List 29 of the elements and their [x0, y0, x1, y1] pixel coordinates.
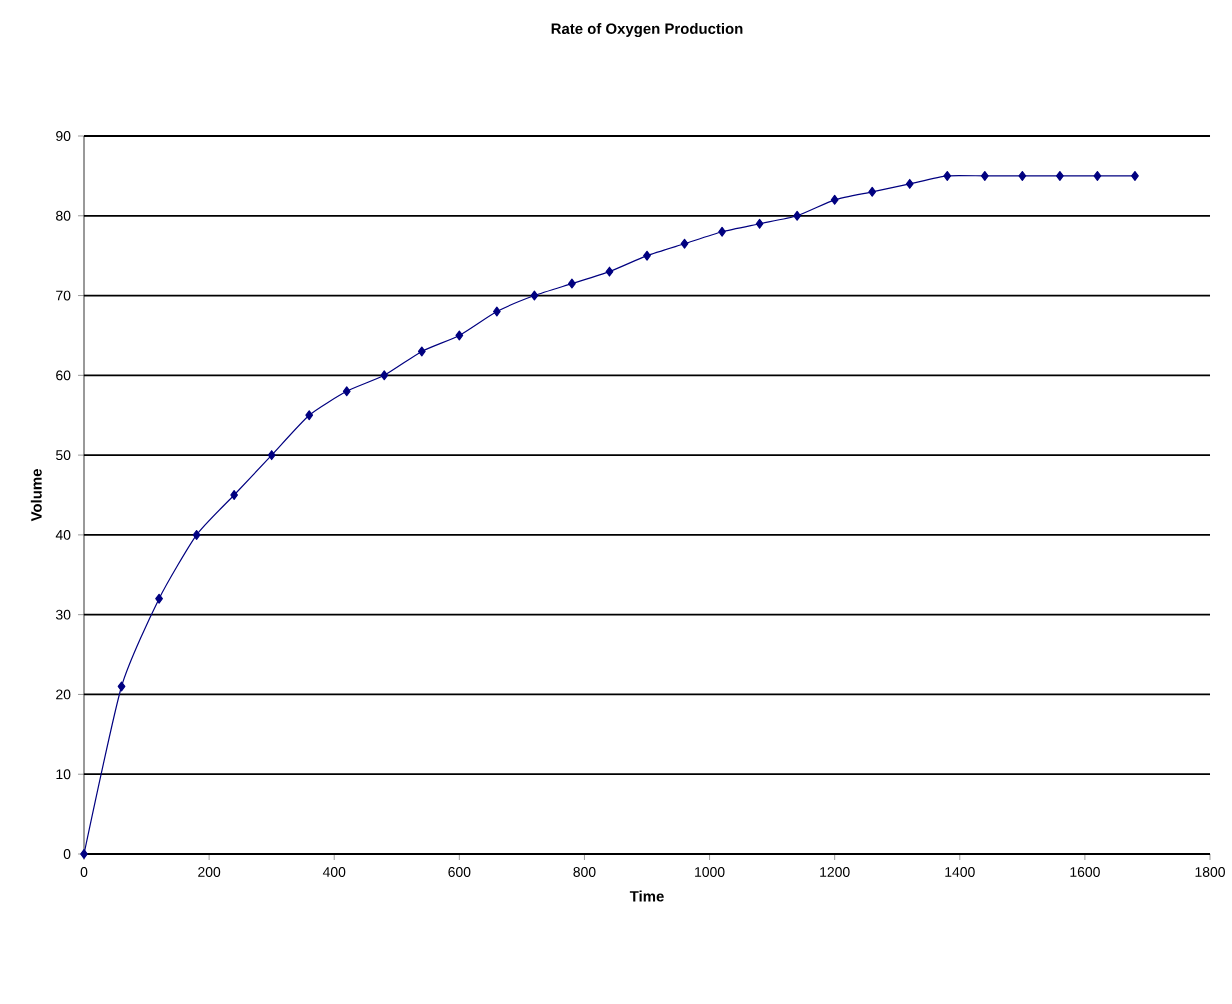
- point: [1055, 170, 1064, 181]
- point: [80, 849, 88, 859]
- point: [230, 490, 239, 500]
- point: [793, 210, 802, 221]
- point: [605, 266, 614, 277]
- point: [530, 290, 539, 301]
- point: [718, 226, 726, 237]
- point: [905, 178, 914, 189]
- point: [643, 250, 651, 261]
- point: [830, 194, 839, 205]
- point: [417, 346, 426, 357]
- point: [980, 170, 989, 181]
- point: [755, 218, 764, 229]
- point: [342, 386, 351, 397]
- point: [1093, 170, 1102, 181]
- point: [267, 450, 276, 461]
- point: [868, 186, 877, 197]
- point: [568, 278, 576, 289]
- point: [192, 529, 201, 540]
- point: [155, 593, 163, 604]
- point: [380, 370, 389, 381]
- point: [1131, 170, 1139, 181]
- point: [680, 238, 689, 249]
- point: [943, 170, 952, 181]
- point: [455, 330, 464, 341]
- point: [1018, 170, 1027, 181]
- point: [305, 410, 314, 421]
- point: [117, 681, 126, 692]
- point: [492, 306, 501, 317]
